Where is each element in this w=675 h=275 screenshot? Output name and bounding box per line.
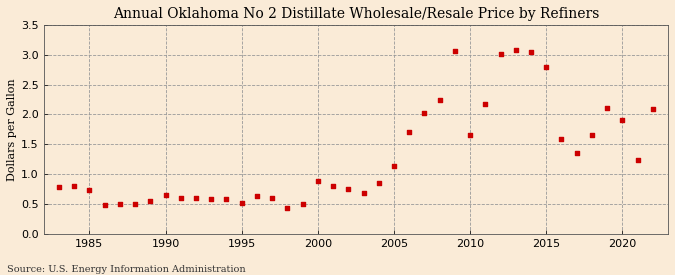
Point — [419, 111, 430, 116]
Point — [267, 195, 277, 200]
Point — [480, 102, 491, 106]
Point — [176, 196, 186, 200]
Point — [236, 201, 247, 205]
Point — [343, 187, 354, 191]
Point — [282, 205, 293, 210]
Point — [130, 202, 140, 206]
Point — [587, 133, 597, 138]
Point — [358, 191, 369, 196]
Y-axis label: Dollars per Gallon: Dollars per Gallon — [7, 78, 17, 181]
Point — [632, 158, 643, 162]
Point — [327, 184, 338, 188]
Point — [450, 48, 460, 53]
Point — [389, 164, 400, 168]
Point — [99, 202, 110, 207]
Point — [464, 133, 475, 137]
Title: Annual Oklahoma No 2 Distillate Wholesale/Resale Price by Refiners: Annual Oklahoma No 2 Distillate Wholesal… — [113, 7, 599, 21]
Point — [190, 196, 201, 200]
Point — [221, 197, 232, 202]
Point — [115, 202, 126, 206]
Point — [145, 199, 156, 203]
Point — [571, 150, 582, 155]
Point — [434, 97, 445, 102]
Point — [510, 48, 521, 52]
Point — [404, 130, 414, 134]
Point — [601, 106, 612, 110]
Point — [69, 184, 80, 188]
Point — [84, 188, 95, 192]
Text: Source: U.S. Energy Information Administration: Source: U.S. Energy Information Administ… — [7, 265, 246, 274]
Point — [313, 179, 323, 184]
Point — [647, 106, 658, 111]
Point — [556, 137, 567, 141]
Point — [373, 180, 384, 185]
Point — [53, 185, 64, 189]
Point — [495, 51, 506, 56]
Point — [526, 50, 537, 54]
Point — [206, 197, 217, 202]
Point — [160, 193, 171, 197]
Point — [541, 65, 551, 69]
Point — [297, 202, 308, 206]
Point — [617, 118, 628, 122]
Point — [252, 194, 263, 198]
